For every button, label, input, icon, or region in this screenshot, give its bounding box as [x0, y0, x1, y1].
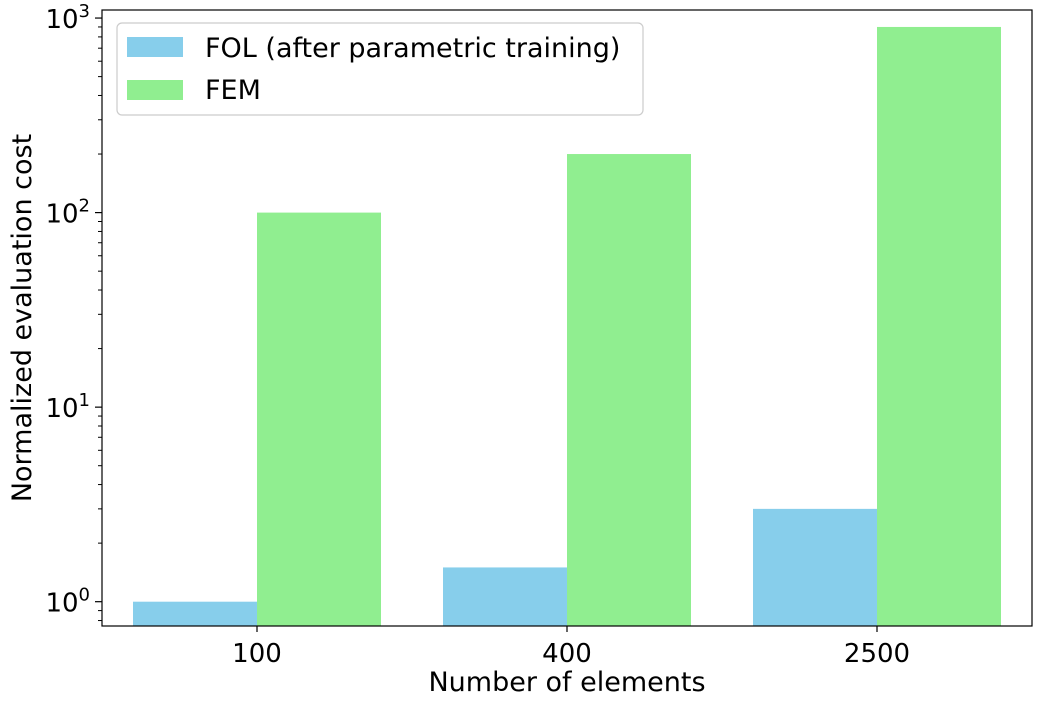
bars-group: [133, 26, 1001, 627]
y-minor-ticks: [98, 26, 102, 622]
legend: FOL (after parametric training) FEM: [116, 22, 644, 116]
y-axis-title: Normalized evaluation cost: [7, 134, 38, 502]
bar-fol-2500: [753, 508, 877, 626]
legend-swatch-fol: [127, 37, 183, 57]
bar-fol-400: [443, 567, 567, 626]
bar-fem-100: [257, 212, 381, 626]
bar-fol-100: [133, 601, 257, 626]
plot-frame: [101, 9, 1033, 627]
legend-label-fol: FOL (after parametric training): [205, 33, 620, 64]
x-tick-label-100: 100: [232, 639, 282, 669]
x-axis-title: Number of elements: [428, 667, 705, 698]
x-tick-label-400: 400: [542, 639, 592, 669]
y-major-ticks: 100 101 102 103: [45, 1, 102, 619]
y-tick-label-1: 101: [45, 390, 90, 424]
x-ticks: 100 400 2500: [232, 626, 910, 669]
legend-label-fem: FEM: [205, 75, 261, 106]
legend-swatch-fem: [127, 80, 183, 100]
x-tick-label-2500: 2500: [844, 639, 910, 669]
bar-fem-400: [567, 154, 691, 626]
y-tick-label-3: 103: [45, 1, 90, 35]
y-tick-label-0: 100: [45, 585, 90, 619]
y-tick-label-2: 102: [45, 196, 90, 230]
legend-frame: [116, 22, 644, 116]
bar-fem-2500: [877, 26, 1001, 627]
